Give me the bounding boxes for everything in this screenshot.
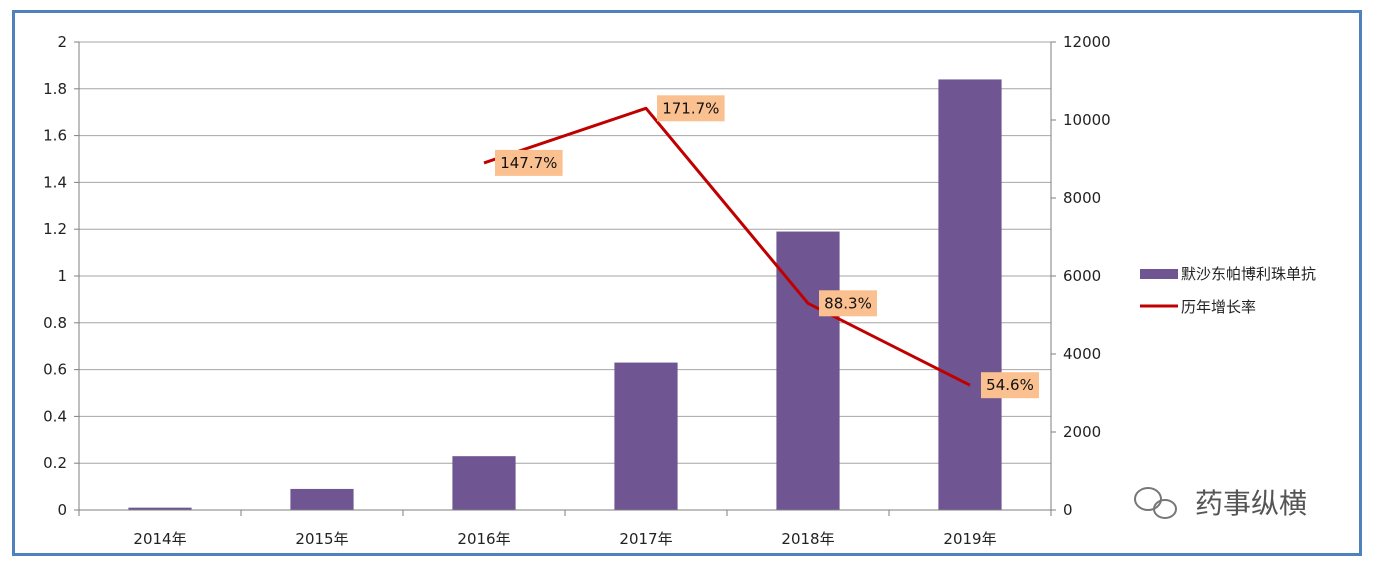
y-left-tick-label: 0 [57, 501, 67, 519]
data-label: 88.3% [824, 294, 872, 312]
y-left-tick-label: 0.6 [43, 361, 67, 379]
data-labels: 147.7% 171.7% 88.3% 54.6% [495, 95, 1039, 399]
y-left-tick-label: 2 [57, 33, 67, 51]
axes: 0 0.2 0.4 0.6 0.8 1 1.2 1.4 1.6 1.8 2 0 2000 4000 6000… [43, 33, 1111, 548]
data-label-bg [981, 372, 1039, 399]
data-label: 54.6% [986, 376, 1034, 394]
y-right-tick-label: 10000 [1063, 111, 1111, 129]
y-right-tick-label: 0 [1063, 501, 1073, 519]
data-label: 147.7% [500, 154, 557, 172]
chart: 0 0.2 0.4 0.6 0.8 1 1.2 1.4 1.6 1.8 2 0 2000 4000 6000… [43, 33, 1316, 548]
x-tick-label: 2017年 [619, 530, 672, 548]
legend-label-line: 历年增长率 [1181, 298, 1256, 316]
data-label-bg [495, 149, 563, 176]
y-right-tick-label: 12000 [1063, 33, 1111, 51]
bar [614, 362, 678, 510]
x-tick-label: 2016年 [457, 530, 510, 548]
legend: 默沙东帕博利珠单抗 历年增长率 [1140, 265, 1316, 316]
bar [938, 79, 1002, 510]
y-left-tick-label: 0.2 [43, 454, 67, 472]
bar [290, 488, 354, 510]
y-left-tick-label: 1.4 [43, 173, 67, 191]
growth-line [483, 106, 971, 387]
y-left-tick-label: 0.8 [43, 314, 67, 332]
y-left-tick-label: 1.6 [43, 127, 67, 145]
x-tick-label: 2014年 [133, 530, 186, 548]
line-series [483, 106, 971, 387]
x-tick-label: 2019年 [943, 530, 996, 548]
bar [776, 231, 840, 511]
bar [128, 507, 192, 510]
watermark: 药事纵横 [1134, 487, 1307, 520]
data-label: 171.7% [662, 99, 719, 117]
y-left-tick-label: 1 [57, 267, 67, 285]
x-tick-label: 2018年 [781, 530, 834, 548]
y-left-tick-label: 0.4 [43, 407, 67, 425]
data-label-bg [657, 95, 725, 122]
y-right-tick-label: 2000 [1063, 423, 1101, 441]
y-left-tick-label: 1.2 [43, 220, 67, 238]
y-right-tick-label: 8000 [1063, 189, 1101, 207]
y-left-tick-label: 1.8 [43, 80, 67, 98]
legend-swatch-bar [1140, 269, 1178, 279]
y-right-tick-label: 6000 [1063, 267, 1101, 285]
data-label-bg [819, 290, 877, 317]
gridlines [79, 41, 1051, 464]
chart-frame: 0 0.2 0.4 0.6 0.8 1 1.2 1.4 1.6 1.8 2 0 2000 4000 6000… [12, 10, 1362, 556]
legend-label-bar: 默沙东帕博利珠单抗 [1181, 265, 1316, 283]
watermark-text: 药事纵横 [1195, 487, 1307, 520]
x-tick-label: 2015年 [295, 530, 348, 548]
bar [452, 456, 516, 510]
wechat-icon [1134, 487, 1177, 519]
y-right-tick-label: 4000 [1063, 345, 1101, 363]
